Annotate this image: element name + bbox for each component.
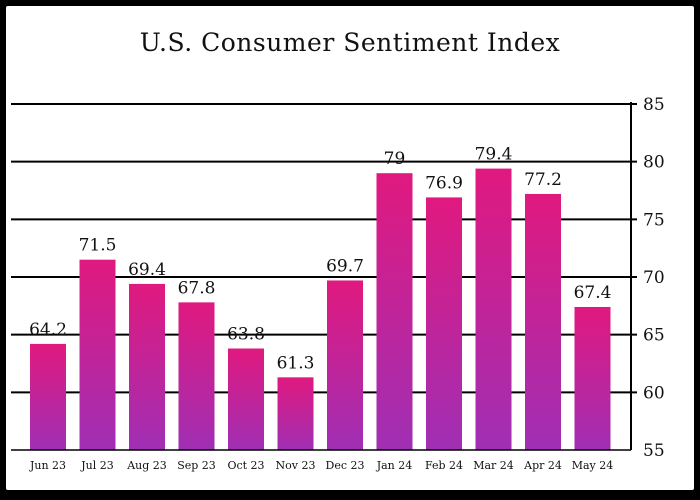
y-axis: 55 60 65 70 75 80 85 — [11, 95, 665, 461]
x-tick-label: Oct 23 — [227, 459, 264, 472]
bar-feb-24 — [426, 197, 462, 450]
y-tick-label: 85 — [643, 95, 665, 115]
x-axis-tick-labels: Jun 23 Jul 23 Aug 23 Sep 23 Oct 23 Nov 23 Dec … — [29, 459, 613, 472]
data-label: 64.2 — [29, 320, 67, 340]
data-label: 79 — [384, 149, 406, 169]
bar-jun-23 — [30, 343, 66, 450]
y-tick-label: 80 — [643, 153, 665, 173]
y-tick-label: 55 — [643, 441, 665, 461]
bar-jul-23 — [79, 259, 116, 450]
x-tick-label: May 24 — [572, 459, 614, 472]
x-tick-label: Feb 24 — [425, 459, 463, 472]
x-tick-label: Apr 24 — [523, 459, 562, 472]
data-label: 69.7 — [326, 256, 364, 276]
x-tick-label: Jun 23 — [29, 459, 66, 472]
bar-dec-23 — [327, 280, 363, 450]
bar-apr-24 — [525, 193, 561, 450]
y-tick-label: 60 — [643, 383, 665, 403]
x-tick-label: Nov 23 — [276, 459, 316, 472]
data-label: 67.8 — [178, 278, 216, 298]
x-tick-label: Dec 23 — [326, 459, 365, 472]
data-label: 67.4 — [574, 283, 612, 303]
bar-aug-23 — [129, 283, 165, 450]
bar-mar-24 — [475, 168, 512, 450]
data-label: 69.4 — [128, 260, 166, 280]
data-label: 61.3 — [277, 353, 315, 373]
bar-jan-24 — [376, 173, 413, 450]
x-tick-label: Jul 23 — [80, 459, 114, 472]
y-tick-label: 75 — [643, 210, 665, 230]
data-label: 71.5 — [79, 236, 117, 256]
data-labels: 64.2 71.5 69.4 67.8 63.8 61.3 69.7 79 76.9 79.4 77… — [29, 145, 611, 374]
bar-oct-23 — [228, 348, 264, 450]
data-label: 63.8 — [227, 325, 265, 345]
x-tick-label: Jan 24 — [376, 459, 413, 472]
x-tick-label: Sep 23 — [177, 459, 216, 472]
y-tick-label: 65 — [643, 326, 665, 346]
data-label: 76.9 — [425, 173, 463, 193]
bar-sep-23 — [178, 302, 215, 450]
y-tick-label: 70 — [643, 268, 665, 288]
data-label: 77.2 — [524, 170, 562, 190]
x-tick-label: Aug 23 — [126, 459, 167, 472]
x-tick-label: Mar 24 — [473, 459, 514, 472]
bars — [30, 168, 611, 450]
bar-may-24 — [574, 306, 611, 450]
bar-nov-23 — [277, 377, 314, 450]
data-label: 79.4 — [475, 145, 513, 165]
chart-title: U.S. Consumer Sentiment Index — [139, 28, 561, 57]
